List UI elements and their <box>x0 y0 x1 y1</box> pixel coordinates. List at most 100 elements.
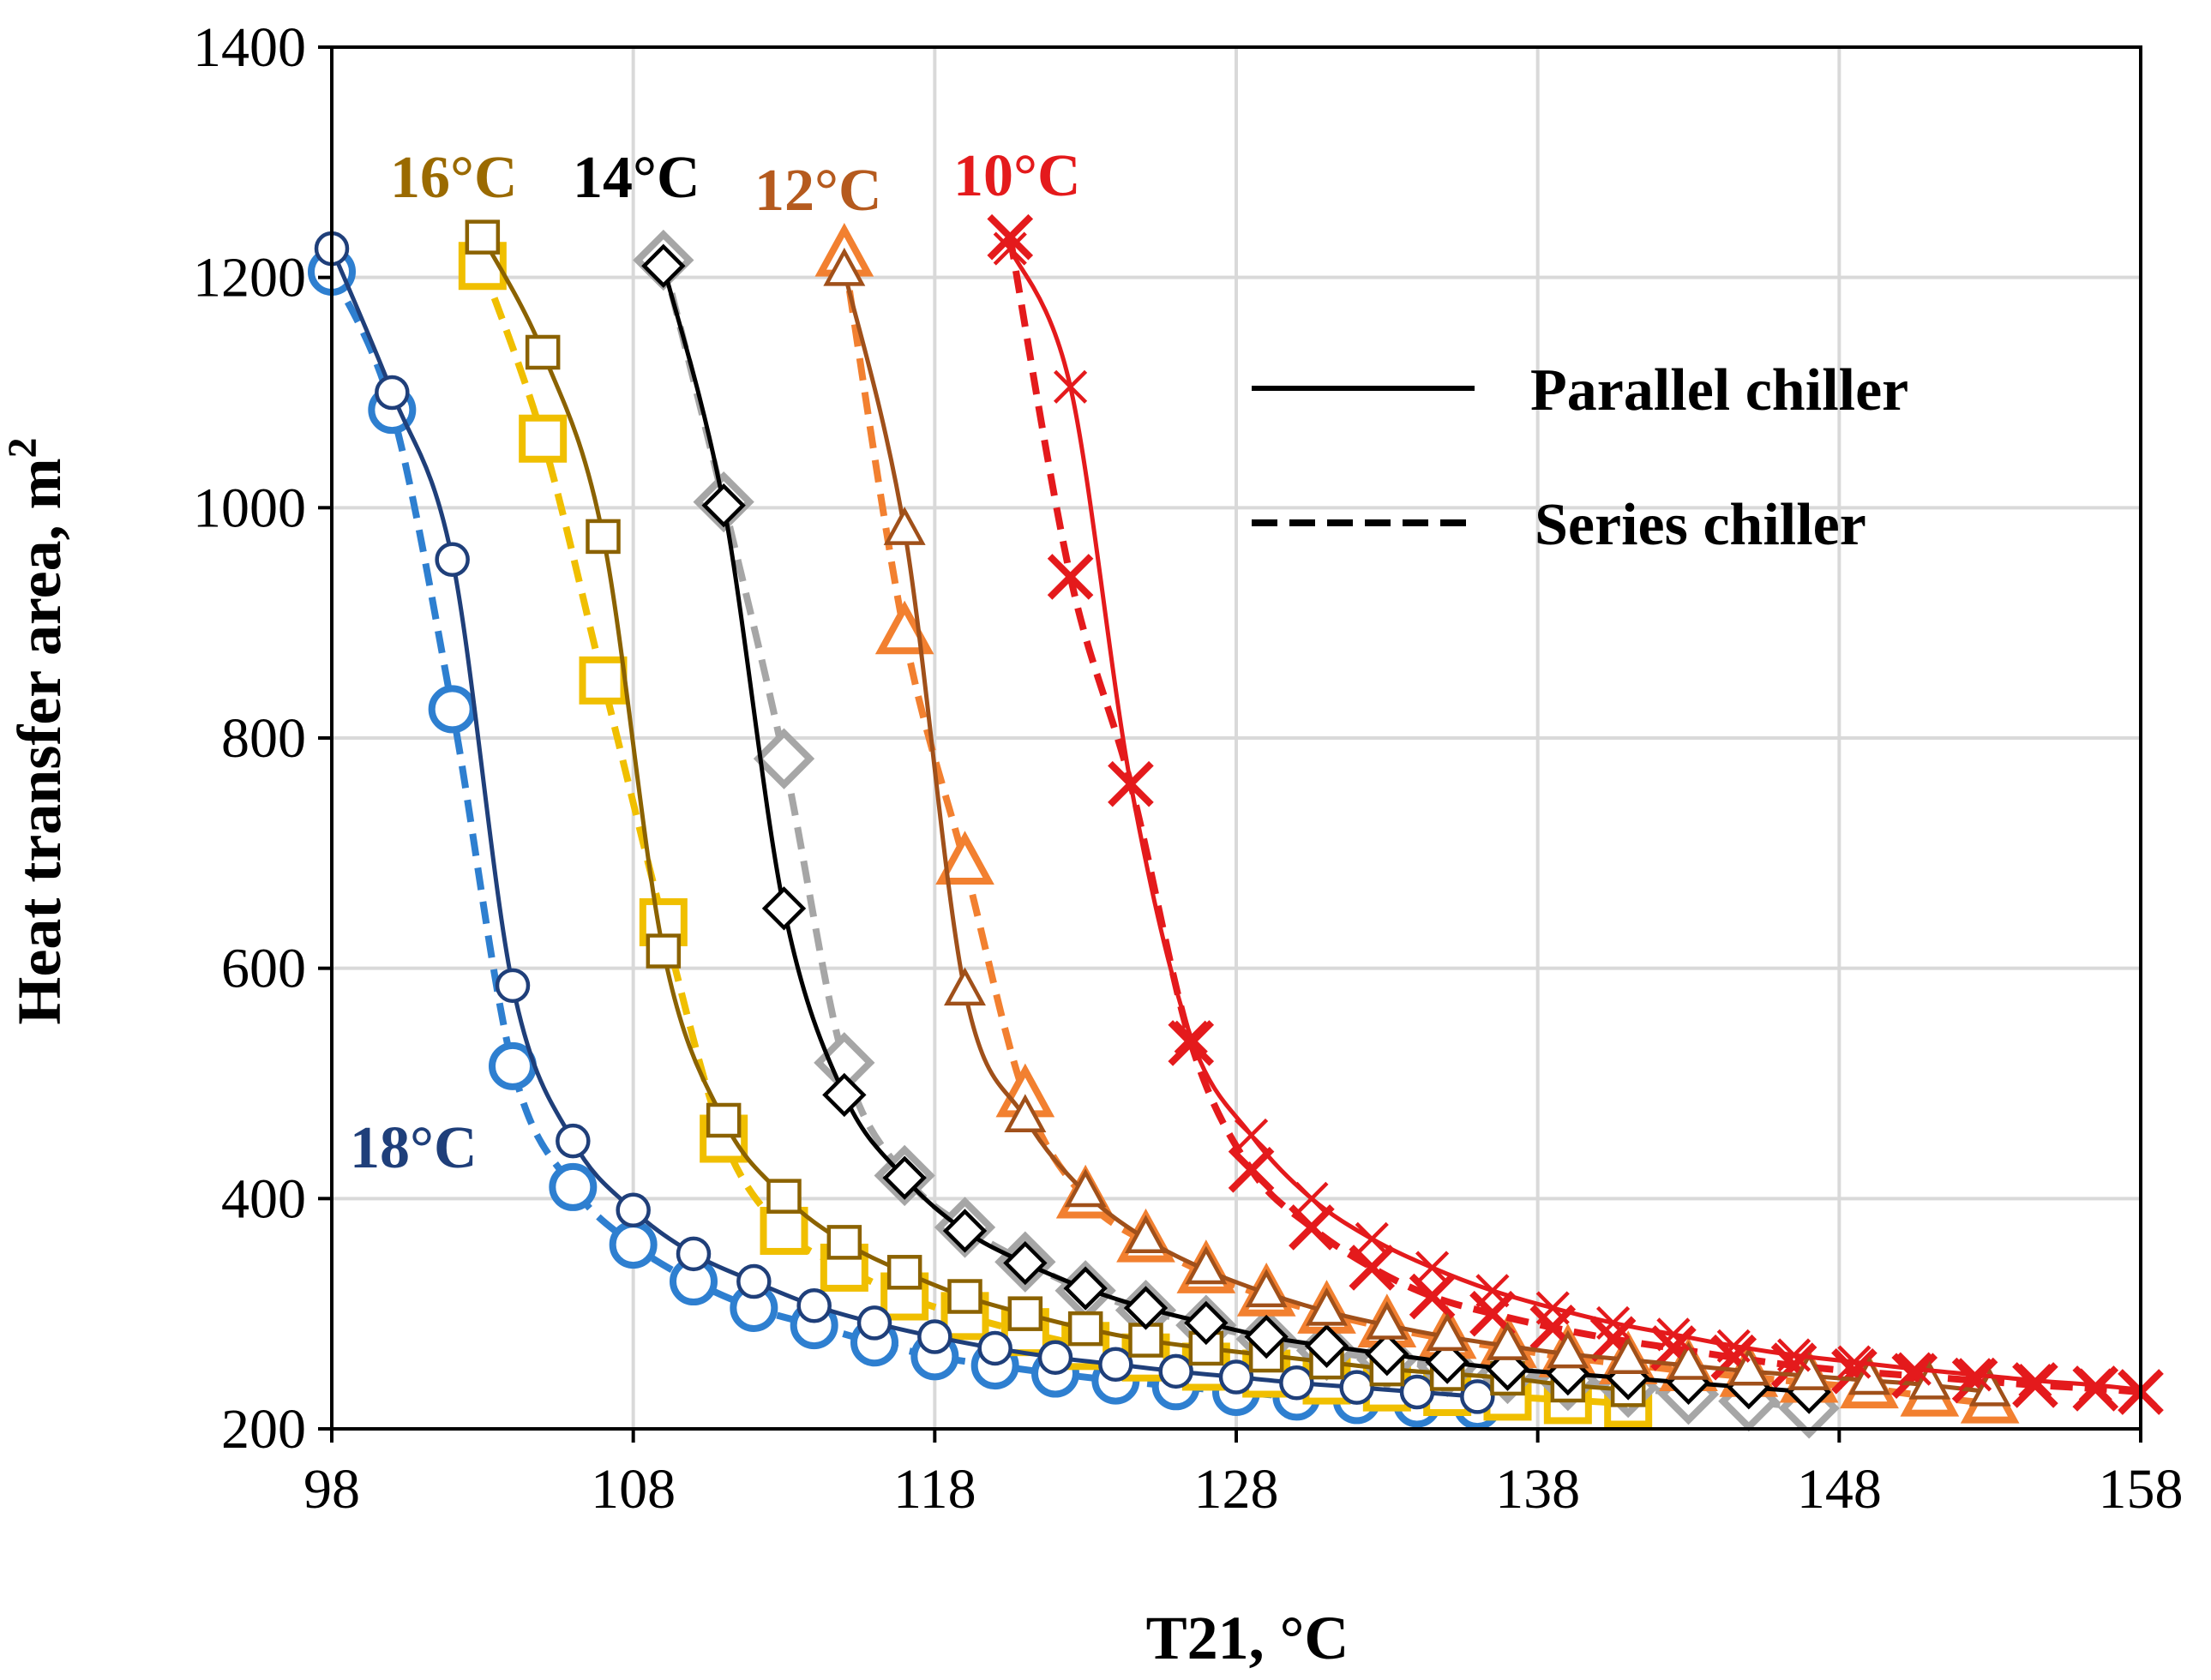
y-tick-label: 1000 <box>193 477 306 539</box>
data-point-square <box>886 1255 922 1290</box>
data-point-circle <box>1279 1365 1314 1401</box>
data-point-triangle <box>1787 1352 1830 1390</box>
data-point-square <box>706 1102 742 1138</box>
data-point-circle <box>856 1305 892 1341</box>
y-axis-title: Heat transfer area, m2 <box>0 437 74 1024</box>
data-point-circle <box>556 1123 591 1159</box>
x-tick-label: 158 <box>2099 1458 2184 1521</box>
data-point-circle <box>435 542 470 578</box>
x-tick-label: 148 <box>1797 1458 1882 1521</box>
data-point-x <box>2078 1368 2112 1402</box>
y-tick-label: 400 <box>221 1167 306 1230</box>
series-label-12c: 12°C <box>754 158 882 224</box>
data-point-triangle <box>1366 1301 1409 1340</box>
data-point-circle <box>1158 1353 1193 1389</box>
data-point-triangle <box>944 967 986 1006</box>
y-tick-label: 1200 <box>193 247 306 309</box>
data-point-diamond <box>882 1155 927 1200</box>
data-point-square <box>947 1279 982 1314</box>
data-point-square <box>766 1179 802 1214</box>
data-point-triangle <box>1306 1287 1348 1326</box>
axis-ticks: 98 108 118 128 138 148 158 200 400 600 800 1000 1200… <box>193 16 2184 1521</box>
data-point-diamond <box>942 1209 988 1253</box>
y-tick-label: 1400 <box>193 16 306 79</box>
series-label-14c: 14°C <box>573 145 700 211</box>
data-point-square <box>465 219 501 255</box>
data-point-square <box>646 933 682 969</box>
y-tick-label: 600 <box>221 938 306 1000</box>
series-14c-parallel <box>641 243 1831 1414</box>
data-point-diamond <box>1365 1332 1409 1377</box>
data-point-x <box>1114 767 1148 801</box>
data-point-x <box>1295 1181 1329 1215</box>
data-point-triangle <box>1547 1329 1589 1369</box>
y-tick-label: 200 <box>221 1398 306 1461</box>
data-point-triangle <box>823 247 866 286</box>
data-point-x <box>1228 1146 1275 1193</box>
data-point-x <box>1897 1352 1932 1386</box>
data-point-x <box>1234 1118 1269 1153</box>
data-point-triangle <box>1727 1347 1770 1386</box>
plot-series <box>308 213 2164 1439</box>
data-point-square <box>1007 1296 1043 1331</box>
legend-parallel-label: Parallel chiller <box>1530 357 1908 423</box>
data-point-triangle <box>883 507 926 545</box>
data-point-circle <box>495 968 531 1004</box>
x-tick-label: 98 <box>303 1458 360 1521</box>
y-tick-label: 800 <box>221 707 306 770</box>
x-tick-label: 138 <box>1495 1458 1580 1521</box>
data-point-x <box>2018 1363 2052 1398</box>
data-point-circle <box>1037 1340 1073 1375</box>
data-point-x <box>1053 369 1088 404</box>
data-point-x <box>1776 1338 1811 1372</box>
data-point-x <box>1355 1221 1389 1256</box>
data-point-circle <box>736 1263 772 1299</box>
data-point-diamond <box>701 483 746 528</box>
data-point-diamond <box>1425 1340 1469 1384</box>
series-label-10c: 10°C <box>953 143 1081 209</box>
data-point-x <box>1415 1251 1450 1285</box>
data-point-square <box>586 519 621 555</box>
data-point-square <box>519 414 568 463</box>
legend: Parallel chiller Series chiller <box>1252 357 1908 558</box>
x-tick-label: 128 <box>1194 1458 1279 1521</box>
data-point-x <box>1475 1274 1510 1308</box>
data-point-triangle <box>1004 1094 1047 1132</box>
data-point-circle <box>609 1221 658 1269</box>
data-point-square <box>1067 1311 1103 1347</box>
data-point-diamond <box>1003 1240 1048 1286</box>
series-10c-parallel <box>993 231 2158 1407</box>
data-point-square <box>760 1206 808 1255</box>
data-point-triangle <box>935 831 994 885</box>
data-point-square <box>826 1225 862 1260</box>
data-point-x <box>1716 1329 1751 1363</box>
data-point-circle <box>616 1192 651 1228</box>
data-point-diamond <box>1123 1286 1169 1330</box>
data-point-diamond <box>822 1072 867 1118</box>
data-point-circle <box>1460 1379 1495 1414</box>
x-tick-label: 108 <box>591 1458 676 1521</box>
series-labels: 16°C 14°C 12°C 10°C 18°C <box>350 143 1081 1181</box>
data-point-square <box>525 334 561 370</box>
data-point-triangle <box>1064 1168 1107 1208</box>
data-point-circle <box>1098 1347 1133 1383</box>
data-point-square <box>579 656 628 705</box>
data-point-triangle <box>1667 1341 1709 1380</box>
series-18c-parallel <box>314 231 1495 1414</box>
data-point-x <box>1595 1305 1631 1341</box>
data-point-circle <box>796 1288 832 1323</box>
series-16c-parallel <box>465 219 1646 1407</box>
data-point-diamond <box>1184 1300 1229 1346</box>
data-point-circle <box>549 1162 598 1211</box>
data-point-x <box>1535 1291 1570 1325</box>
data-point-diamond <box>753 728 815 789</box>
data-point-circle <box>676 1236 712 1272</box>
data-point-x <box>1957 1358 1992 1392</box>
data-point-triangle <box>1426 1312 1469 1352</box>
data-point-circle <box>375 375 410 411</box>
data-point-diamond <box>1063 1266 1108 1311</box>
data-point-x <box>987 213 1034 261</box>
data-point-circle <box>977 1330 1012 1366</box>
data-point-diamond <box>1244 1314 1289 1359</box>
